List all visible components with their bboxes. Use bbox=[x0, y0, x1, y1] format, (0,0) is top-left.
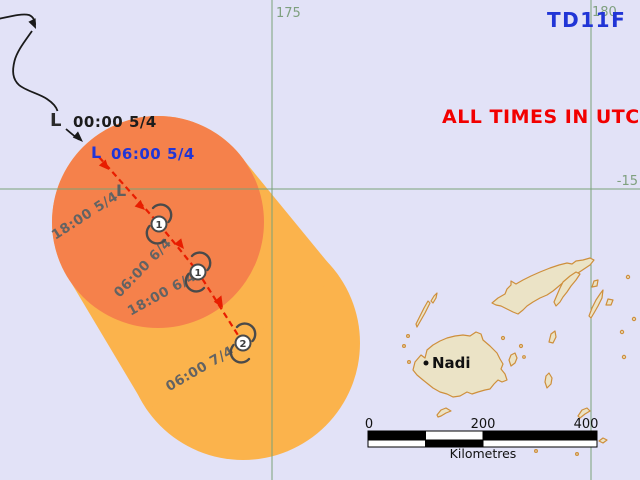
low-symbol-1800: L bbox=[116, 181, 126, 200]
cyclone-tail-icon bbox=[190, 251, 212, 272]
city-dot-nadi bbox=[423, 360, 429, 366]
cyclone-marker-cat1-b: 1 bbox=[184, 251, 212, 293]
cyclone-tail-icon bbox=[235, 322, 257, 343]
islet-dot bbox=[518, 343, 524, 349]
islet-east-1 bbox=[508, 352, 518, 367]
forecast-arrow-icon bbox=[174, 238, 184, 249]
past-track-arrow-icon bbox=[72, 131, 83, 142]
forecast-track-arrows bbox=[98, 159, 223, 308]
cyclone-tail-icon bbox=[151, 203, 173, 224]
islet-dot bbox=[619, 329, 625, 335]
past-track-line-1 bbox=[0, 13, 36, 26]
low-symbol-0600: L bbox=[91, 143, 101, 162]
forecast-track-line bbox=[98, 156, 244, 344]
island-natewa-hook bbox=[553, 271, 581, 307]
island-kadavu bbox=[436, 407, 452, 418]
scalebar-tick-0: 0 bbox=[365, 417, 373, 432]
city-label-nadi: Nadi bbox=[432, 354, 471, 372]
scalebar-border bbox=[367, 430, 598, 448]
time-label-0600-54: 06:00 5/4 bbox=[111, 145, 195, 163]
cyclone-circle-icon bbox=[189, 263, 207, 281]
islet-dot bbox=[631, 316, 637, 322]
category-number: 1 bbox=[195, 268, 202, 279]
islet-dot bbox=[621, 354, 627, 360]
islet-dot bbox=[574, 452, 579, 457]
islet-south-3 bbox=[598, 437, 608, 444]
scalebar-tick-200: 200 bbox=[471, 417, 496, 432]
island-yasawa-2 bbox=[430, 292, 438, 304]
grid-label-175: 175 bbox=[276, 6, 301, 21]
scalebar-segment bbox=[483, 431, 597, 440]
cyclone-tail-icon bbox=[184, 272, 206, 293]
islet-ne-2 bbox=[605, 298, 614, 306]
category-number: 1 bbox=[156, 220, 163, 231]
cyclone-marker-cat2: 2 bbox=[229, 322, 257, 364]
category-number: 2 bbox=[240, 339, 247, 350]
islet-dot bbox=[500, 335, 506, 341]
cyclone-marker-cat1-a: 1 bbox=[145, 203, 173, 245]
forecast-cone bbox=[52, 116, 360, 460]
islet-south-2 bbox=[577, 407, 591, 419]
cyclone-tail-icon bbox=[145, 224, 167, 245]
past-track bbox=[0, 13, 80, 141]
scalebar-segment bbox=[368, 431, 426, 440]
forecast-arrow-icon bbox=[213, 295, 223, 308]
scalebar-segment bbox=[425, 440, 483, 447]
scalebar-unit: Kilometres bbox=[450, 446, 517, 461]
cyclone-tail-icon bbox=[229, 343, 251, 364]
island-taveuni bbox=[588, 289, 604, 319]
past-track-line-2 bbox=[12, 30, 59, 112]
islet-dot bbox=[533, 449, 538, 454]
scalebar: 0 200 400 Kilometres bbox=[365, 417, 599, 461]
grid-label-minus15: -15 bbox=[617, 174, 638, 189]
island-viti-levu bbox=[412, 331, 508, 398]
grid-label-180: 180 bbox=[592, 5, 617, 20]
scalebar-tick-400: 400 bbox=[574, 417, 599, 432]
time-label-0000-54: 00:00 5/4 bbox=[73, 113, 157, 131]
island-vanua-levu bbox=[491, 257, 595, 315]
islet-east-3 bbox=[548, 330, 557, 344]
islet-dot bbox=[625, 274, 631, 280]
cyclone-circle-icon bbox=[150, 215, 168, 233]
islet-dot bbox=[402, 344, 407, 349]
utc-note: ALL TIMES IN UTC bbox=[442, 106, 640, 128]
islet-dot bbox=[522, 355, 526, 359]
island-yasawa-1 bbox=[415, 300, 431, 328]
fiji-islands bbox=[402, 257, 637, 457]
scalebar-segment bbox=[367, 439, 426, 448]
forecast-arrow-icon bbox=[98, 159, 109, 170]
scalebar-segment bbox=[425, 430, 484, 441]
islet-ne-1 bbox=[591, 279, 599, 288]
islet-east-2 bbox=[544, 372, 553, 389]
low-symbol-0000: L bbox=[50, 110, 61, 131]
forecast-arrow-icon bbox=[134, 199, 145, 210]
storm-title: TD11F bbox=[547, 8, 626, 32]
islet-dot bbox=[406, 334, 411, 339]
cyclone-circle-icon bbox=[234, 334, 252, 352]
past-track-arrow-icon bbox=[28, 18, 36, 29]
islet-dot bbox=[407, 360, 412, 365]
